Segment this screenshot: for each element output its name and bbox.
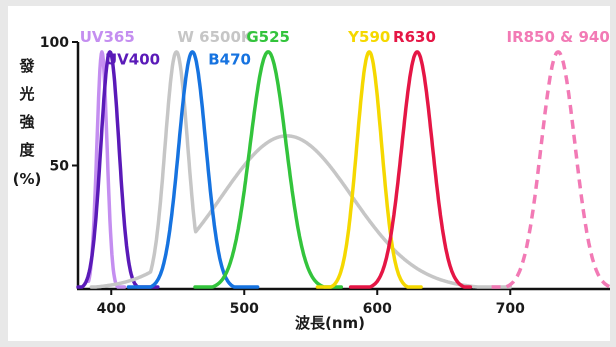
y-tick-label: 50 (50, 159, 70, 175)
emission-spectrum-chart: 400 500 600 700 100 50 UV365 UV400 W 6500K B470 G… (13, 28, 610, 332)
spectrum-curve-ir850-940 (490, 50, 610, 289)
series-label-b470: B470 (208, 50, 251, 68)
series-label-w-6500k: W 6500K (177, 28, 254, 46)
spectrum-curve-b470 (126, 50, 260, 289)
spectrum-curve-uv400 (76, 50, 160, 289)
y-axis-label-char: 強 (19, 113, 34, 131)
y-axis-label-char: 光 (18, 85, 34, 103)
x-tick-label: 700 (496, 301, 525, 317)
series-label-uv365: UV365 (80, 28, 135, 46)
series-label-r630: R630 (393, 28, 436, 46)
x-tick-label: 400 (97, 301, 126, 317)
y-axis-label-char: 度 (19, 141, 35, 159)
y-axis-label-char: 發 (18, 57, 35, 75)
spectrum-curve-w-6500k (89, 50, 513, 289)
chart-axes (76, 42, 610, 291)
spectrum-curves (76, 50, 610, 289)
series-label-uv400: UV400 (105, 50, 160, 68)
x-tick-label: 500 (230, 301, 259, 317)
series-label-g525: G525 (246, 28, 290, 46)
series-label-ir850-940: IR850 & 940 (506, 28, 609, 46)
series-label-y590: Y590 (347, 28, 390, 46)
series-labels: UV365 UV400 W 6500K B470 G525 Y590 R630 IR850 &… (80, 28, 610, 68)
spectrum-curve-g525 (193, 50, 344, 289)
spectrum-curve-y590 (315, 50, 423, 289)
x-tick-label: 600 (363, 301, 392, 317)
y-tick-label: 100 (40, 35, 69, 51)
chart-ticks: 400 500 600 700 100 50 (40, 35, 525, 317)
spectrum-curve-uv365 (86, 50, 127, 289)
x-axis-label: 波長(nm) (295, 314, 365, 332)
y-axis-label-char: (%) (13, 170, 42, 188)
spectrum-curve-r630 (348, 50, 473, 289)
chart-frame: 400 500 600 700 100 50 UV365 UV400 W 6500K B470 G… (8, 6, 610, 341)
